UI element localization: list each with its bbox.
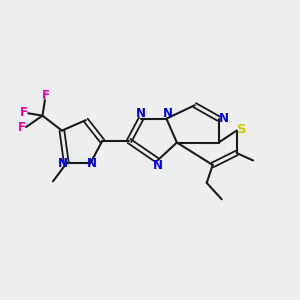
Text: F: F (20, 106, 28, 119)
Text: N: N (87, 157, 97, 170)
Text: N: N (153, 159, 163, 172)
Text: F: F (41, 89, 50, 103)
Text: S: S (237, 124, 247, 136)
Text: N: N (163, 107, 173, 120)
Text: F: F (18, 121, 26, 134)
Text: N: N (58, 157, 68, 170)
Text: N: N (219, 112, 229, 125)
Text: N: N (135, 107, 146, 120)
